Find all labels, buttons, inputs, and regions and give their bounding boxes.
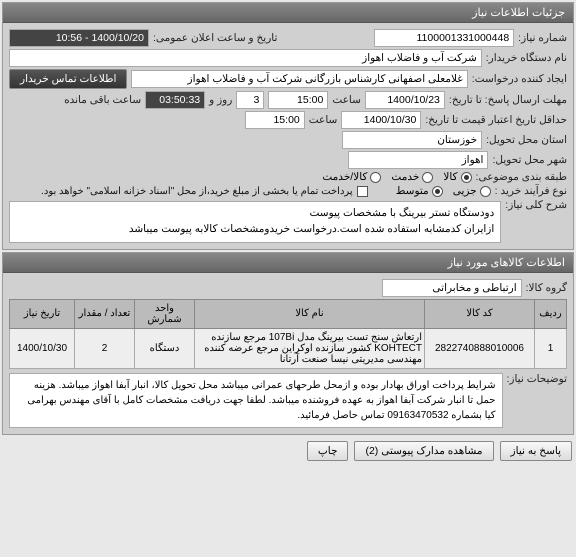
remain-suffix: ساعت باقی مانده <box>64 94 141 106</box>
deadline-label: مهلت ارسال پاسخ: تا تاریخ: <box>449 94 567 106</box>
radio-both-label: کالا/خدمت <box>322 171 367 183</box>
table-row[interactable]: 1 2822740888010006 ارتعاش سنج تست بیرینگ… <box>10 328 567 368</box>
th-idx: ردیف <box>535 299 567 328</box>
need-no-value: 1100001331000448 <box>374 29 514 47</box>
radio-service-label: خدمت <box>391 171 419 183</box>
radio-service[interactable]: خدمت <box>391 171 433 183</box>
radio-small-label: جزیی <box>453 185 477 197</box>
th-code: کد کالا <box>425 299 535 328</box>
city-label: شهر محل تحویل: <box>492 154 567 166</box>
category-label: طبقه بندی موضوعی: <box>476 171 567 183</box>
buyer-label: نام دستگاه خریدار: <box>486 52 567 64</box>
need-no-label: شماره نیاز: <box>518 32 567 44</box>
announce-label: تاریخ و ساعت اعلان عمومی: <box>153 32 277 44</box>
radio-goods[interactable]: کالا <box>443 171 471 183</box>
description-value: دودستگاه تستر بیرینگ با مشخصات پیوست ازا… <box>9 201 501 243</box>
group-label: گروه کالا: <box>526 282 567 294</box>
province-label: استان محل تحویل: <box>486 134 567 146</box>
th-name: نام کالا <box>195 299 425 328</box>
process-radio-group: جزیی متوسط <box>396 185 491 197</box>
print-button[interactable]: چاپ <box>307 441 349 461</box>
time-label-1: ساعت <box>332 94 361 106</box>
buyer-value: شرکت آب و فاضلاب اهواز <box>9 49 482 67</box>
th-date: تاریخ نیاز <box>10 299 75 328</box>
cell-name: ارتعاش سنج تست بیرینگ مدل 107Bi مرجع ساز… <box>195 328 425 368</box>
radio-icon <box>461 172 472 183</box>
remain-days-label: روز و <box>209 94 232 106</box>
cell-code: 2822740888010006 <box>425 328 535 368</box>
province-value: خوزستان <box>342 131 482 149</box>
remarks-label: توضیحات نیاز: <box>507 373 568 385</box>
radio-small[interactable]: جزیی <box>453 185 491 197</box>
view-docs-button[interactable]: مشاهده مدارک پیوستی (2) <box>354 441 493 461</box>
valid-date: 1400/10/30 <box>341 111 421 129</box>
radio-goods-label: کالا <box>443 171 457 183</box>
valid-label: حداقل تاریخ اعتبار قیمت تا تاریخ: <box>425 114 567 126</box>
cell-date: 1400/10/30 <box>10 328 75 368</box>
payment-checkbox[interactable] <box>357 186 368 197</box>
th-unit: واحد شمارش <box>135 299 195 328</box>
creator-label: ایجاد کننده درخواست: <box>472 73 567 85</box>
items-table: ردیف کد کالا نام کالا واحد شمارش تعداد /… <box>9 299 567 369</box>
group-value: ارتباطی و مخابراتی <box>382 279 522 297</box>
cell-unit: دستگاه <box>135 328 195 368</box>
time-label-2: ساعت <box>309 114 338 126</box>
deadline-date: 1400/10/23 <box>365 91 445 109</box>
radio-medium[interactable]: متوسط <box>396 185 443 197</box>
radio-medium-label: متوسط <box>396 185 429 197</box>
reply-button[interactable]: پاسخ به نیاز <box>500 441 572 461</box>
remarks-value: شرایط پرداخت اوراق بهادار بوده و ازمحل ط… <box>9 373 503 428</box>
th-qty: تعداد / مقدار <box>75 299 135 328</box>
radio-both[interactable]: کالا/خدمت <box>322 171 381 183</box>
announce-value: 1400/10/20 - 10:56 <box>9 29 149 47</box>
process-label: نوع فرآیند خرید : <box>495 185 567 197</box>
cell-idx: 1 <box>535 328 567 368</box>
items-panel-header: اطلاعات کالاهای مورد نیاز <box>3 253 573 273</box>
contact-button[interactable]: اطلاعات تماس خریدار <box>9 69 127 89</box>
radio-icon <box>422 172 433 183</box>
city-value: اهواز <box>348 151 488 169</box>
remain-time: 03:50:33 <box>145 91 205 109</box>
radio-icon <box>480 186 491 197</box>
valid-time: 15:00 <box>245 111 305 129</box>
desc-label: شرح کلی نیاز: <box>505 199 567 211</box>
main-panel-header: جزئیات اطلاعات نیاز <box>3 3 573 23</box>
creator-value: غلامعلی اصفهانی کارشناس بازرگانی شرکت آب… <box>131 70 467 88</box>
cell-qty: 2 <box>75 328 135 368</box>
payment-checkbox-label: پرداخت تمام یا بخشی از مبلغ خرید،از محل … <box>41 186 353 197</box>
radio-icon <box>432 186 443 197</box>
radio-icon <box>370 172 381 183</box>
deadline-time: 15:00 <box>268 91 328 109</box>
category-radio-group: کالا خدمت کالا/خدمت <box>322 171 471 183</box>
remain-days: 3 <box>236 91 264 109</box>
